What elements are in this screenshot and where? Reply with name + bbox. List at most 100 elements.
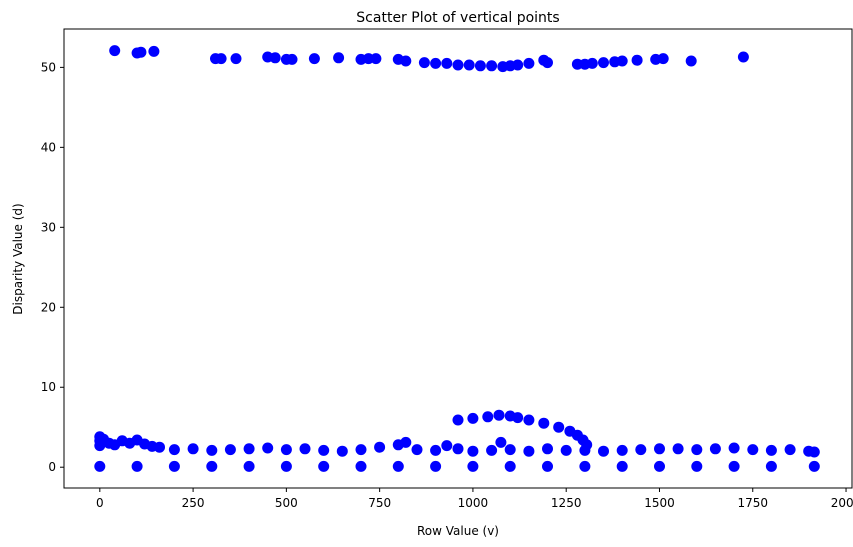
data-point xyxy=(631,54,643,66)
data-point xyxy=(747,444,759,456)
data-point xyxy=(467,460,479,472)
data-point xyxy=(109,45,121,57)
data-point xyxy=(467,412,479,424)
x-tick-label: 1750 xyxy=(737,496,768,510)
data-point xyxy=(243,443,255,455)
data-point xyxy=(598,57,609,69)
data-point xyxy=(493,409,505,421)
data-point xyxy=(504,460,516,472)
x-tick-label: 1250 xyxy=(551,496,582,510)
data-point xyxy=(765,444,777,456)
data-point xyxy=(709,443,721,455)
data-point xyxy=(280,460,292,472)
data-point xyxy=(685,55,697,67)
data-point xyxy=(808,446,820,458)
data-point xyxy=(784,444,796,456)
y-axis-ticks: 0 10 20 30 40 50 xyxy=(41,60,64,474)
data-point xyxy=(635,444,647,456)
data-point xyxy=(299,443,311,455)
data-point xyxy=(486,60,498,72)
data-point xyxy=(691,460,703,472)
data-point xyxy=(523,57,535,69)
data-point xyxy=(355,460,367,472)
data-point xyxy=(808,460,820,472)
data-point xyxy=(765,460,777,472)
data-point xyxy=(579,444,591,456)
plot-area-frame xyxy=(63,28,853,489)
data-point xyxy=(243,460,255,472)
data-point xyxy=(654,443,665,455)
data-point xyxy=(482,411,494,423)
data-point xyxy=(616,55,628,67)
data-point xyxy=(286,53,298,65)
data-point xyxy=(94,460,106,472)
data-point xyxy=(452,414,464,426)
y-tick-label: 50 xyxy=(41,60,56,74)
data-point xyxy=(657,53,669,65)
data-point xyxy=(374,441,386,453)
data-point xyxy=(400,436,412,448)
data-point xyxy=(542,57,553,69)
data-point xyxy=(598,445,609,457)
data-point xyxy=(691,444,703,456)
data-point xyxy=(512,59,524,71)
x-tick-label: 750 xyxy=(368,496,391,510)
data-point xyxy=(355,444,367,456)
data-point xyxy=(206,460,218,472)
data-point xyxy=(467,445,479,457)
data-point xyxy=(418,57,430,69)
data-point xyxy=(474,60,486,72)
data-point xyxy=(737,51,749,63)
data-point xyxy=(224,444,236,456)
data-point xyxy=(523,445,535,457)
x-tick-label: 1000 xyxy=(458,496,489,510)
data-point xyxy=(370,53,382,65)
data-point xyxy=(542,460,553,472)
data-point xyxy=(728,460,740,472)
data-point xyxy=(400,55,412,67)
data-point xyxy=(308,53,320,65)
data-point xyxy=(441,440,453,452)
data-point xyxy=(187,443,199,455)
data-point xyxy=(411,444,423,456)
data-point xyxy=(336,445,348,457)
data-point xyxy=(206,444,218,456)
data-point xyxy=(654,460,665,472)
y-tick-label: 0 xyxy=(48,460,56,474)
data-point xyxy=(452,443,464,455)
data-point xyxy=(131,460,143,472)
x-tick-label: 250 xyxy=(182,496,205,510)
data-point xyxy=(441,57,453,69)
data-point xyxy=(269,52,281,64)
data-point xyxy=(430,57,442,69)
data-point xyxy=(616,460,628,472)
data-point xyxy=(560,444,572,456)
data-point xyxy=(230,53,242,65)
data-point xyxy=(616,444,628,456)
y-tick-label: 40 xyxy=(41,140,56,154)
data-point xyxy=(523,414,535,426)
data-point xyxy=(463,59,475,71)
data-point xyxy=(672,443,684,455)
data-point xyxy=(586,57,598,69)
data-point xyxy=(495,436,507,448)
data-point xyxy=(318,460,330,472)
data-point xyxy=(538,417,550,429)
scatter-points xyxy=(94,45,820,472)
data-point xyxy=(262,442,274,454)
y-axis-label: Disparity Value (d) xyxy=(11,203,25,314)
x-tick-label: 0 xyxy=(96,496,104,510)
data-point xyxy=(318,444,330,456)
data-point xyxy=(542,443,553,455)
x-tick-label: 500 xyxy=(275,496,298,510)
y-tick-label: 30 xyxy=(41,220,56,234)
data-point xyxy=(430,444,442,456)
y-tick-label: 20 xyxy=(41,300,56,314)
data-point xyxy=(512,412,524,424)
x-axis-label: Row Value (v) xyxy=(417,524,499,538)
data-point xyxy=(333,52,345,64)
chart-title: Scatter Plot of vertical points xyxy=(356,10,559,26)
data-point xyxy=(430,460,442,472)
